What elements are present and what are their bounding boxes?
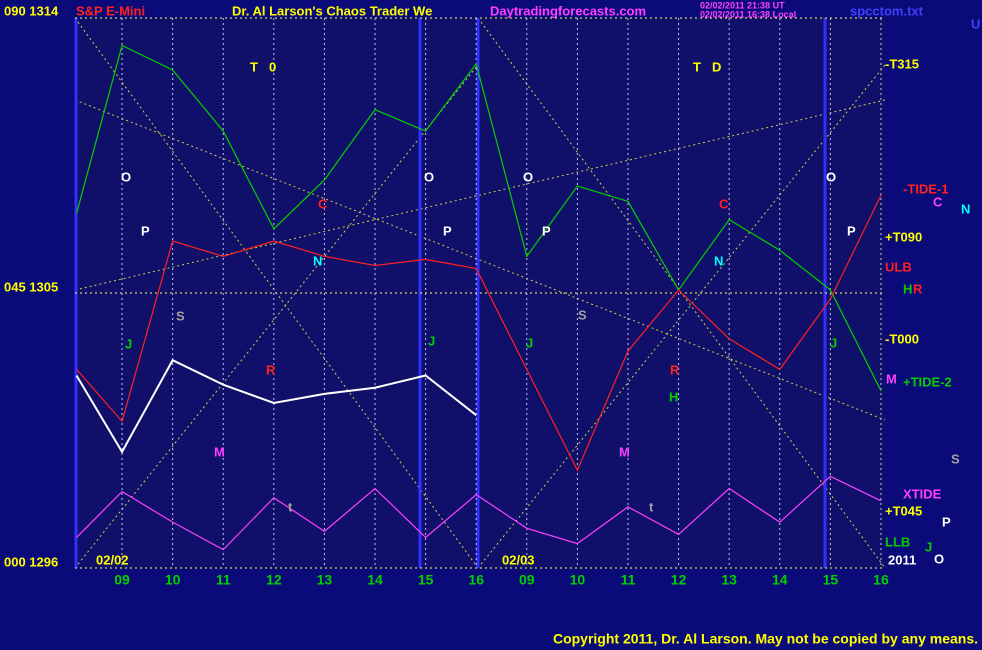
date-label: 02/02 bbox=[96, 552, 129, 567]
chart-marker: O bbox=[121, 169, 131, 184]
y-tick-label: 045 1305 bbox=[4, 279, 58, 294]
chart-marker: J bbox=[830, 335, 837, 350]
x-tick-label: 09 bbox=[114, 572, 130, 588]
x-tick-label: 11 bbox=[216, 572, 231, 588]
side-label: -T315 bbox=[885, 56, 919, 71]
chart-marker: t bbox=[649, 499, 654, 514]
series-line bbox=[76, 475, 882, 551]
chart-marker: C bbox=[719, 196, 729, 211]
chart-marker: M bbox=[214, 444, 225, 459]
chart-marker: O bbox=[424, 169, 434, 184]
x-tick-label: 13 bbox=[317, 572, 333, 588]
stamp: 02/02/2011 21:38 UT bbox=[700, 0, 785, 10]
date-label: 02/03 bbox=[502, 552, 535, 567]
x-tick-label: 10 bbox=[165, 572, 181, 588]
file-name: spcctom.txt bbox=[850, 3, 924, 18]
subtitle: Dr. Al Larson's Chaos Trader We bbox=[232, 3, 432, 18]
x-tick-label: 16 bbox=[468, 572, 484, 588]
x-tick-label: 09 bbox=[519, 572, 535, 588]
chart-marker: M bbox=[619, 444, 630, 459]
side-label: ULB bbox=[885, 259, 912, 274]
chart-marker: O bbox=[523, 169, 533, 184]
chart-marker: H bbox=[669, 389, 678, 404]
x-tick-label: 15 bbox=[823, 572, 839, 588]
chart-marker: R bbox=[670, 362, 680, 377]
chart-marker: C bbox=[318, 196, 328, 211]
date-label: 2011 bbox=[888, 552, 916, 567]
series-line bbox=[75, 44, 882, 392]
side-label: S bbox=[951, 451, 960, 466]
chart-marker: S bbox=[176, 308, 185, 323]
y-tick-label: 000 1296 bbox=[4, 554, 58, 569]
chart-marker: P bbox=[847, 223, 856, 238]
side-label: J bbox=[925, 539, 932, 554]
chart-marker: P bbox=[141, 223, 150, 238]
site: Daytradingforecasts.com bbox=[490, 3, 646, 18]
x-tick-label: 16 bbox=[873, 572, 889, 588]
chart-marker: N bbox=[714, 253, 723, 268]
side-label: N bbox=[961, 201, 970, 216]
chart-title: S&P E-Mini bbox=[76, 3, 145, 18]
chart-marker: T bbox=[250, 59, 258, 74]
series-line bbox=[76, 194, 882, 472]
x-tick-label: 11 bbox=[621, 572, 636, 588]
x-tick-label: 15 bbox=[418, 572, 434, 588]
y-tick-label: 090 1314 bbox=[4, 3, 59, 18]
side-label: O bbox=[934, 551, 944, 566]
side-label: -T000 bbox=[885, 331, 919, 346]
chart-marker: t bbox=[288, 499, 293, 514]
copyright: Copyright 2011, Dr. Al Larson. May not b… bbox=[553, 631, 978, 647]
side-label: +T090 bbox=[885, 229, 922, 244]
x-tick-label: 14 bbox=[367, 572, 383, 588]
chart-marker: P bbox=[542, 223, 551, 238]
side-label: XTIDE bbox=[903, 486, 942, 501]
side-label: H bbox=[903, 281, 912, 296]
side-label: +TIDE-2 bbox=[903, 374, 952, 389]
side-label: LLB bbox=[885, 534, 910, 549]
side-label: M bbox=[886, 371, 897, 386]
chart-marker: D bbox=[712, 59, 721, 74]
chart-marker: J bbox=[125, 336, 132, 351]
x-tick-label: 10 bbox=[570, 572, 586, 588]
chart-marker: S bbox=[578, 307, 587, 322]
chart-marker: O bbox=[826, 169, 836, 184]
side-label: R bbox=[913, 281, 923, 296]
stamp: 02/02/2011 16:38 Local bbox=[700, 9, 796, 19]
chart-marker: R bbox=[266, 362, 276, 377]
chart-marker: T bbox=[693, 59, 701, 74]
side-label: +T045 bbox=[885, 503, 922, 518]
x-tick-label: 14 bbox=[772, 572, 788, 588]
side-label: P bbox=[942, 514, 951, 529]
x-tick-label: 12 bbox=[671, 572, 687, 588]
chart-marker: N bbox=[313, 253, 322, 268]
x-tick-label: 13 bbox=[721, 572, 737, 588]
x-tick-label: 12 bbox=[266, 572, 282, 588]
side-label: -TIDE-1 bbox=[903, 181, 949, 196]
chart-marker: J bbox=[428, 333, 435, 348]
series-line bbox=[75, 358, 477, 454]
side-label: C bbox=[933, 194, 943, 209]
side-label: U bbox=[971, 16, 980, 31]
chart-marker: 0 bbox=[269, 59, 276, 74]
chart-marker: J bbox=[526, 335, 533, 350]
chart-marker: P bbox=[443, 223, 452, 238]
